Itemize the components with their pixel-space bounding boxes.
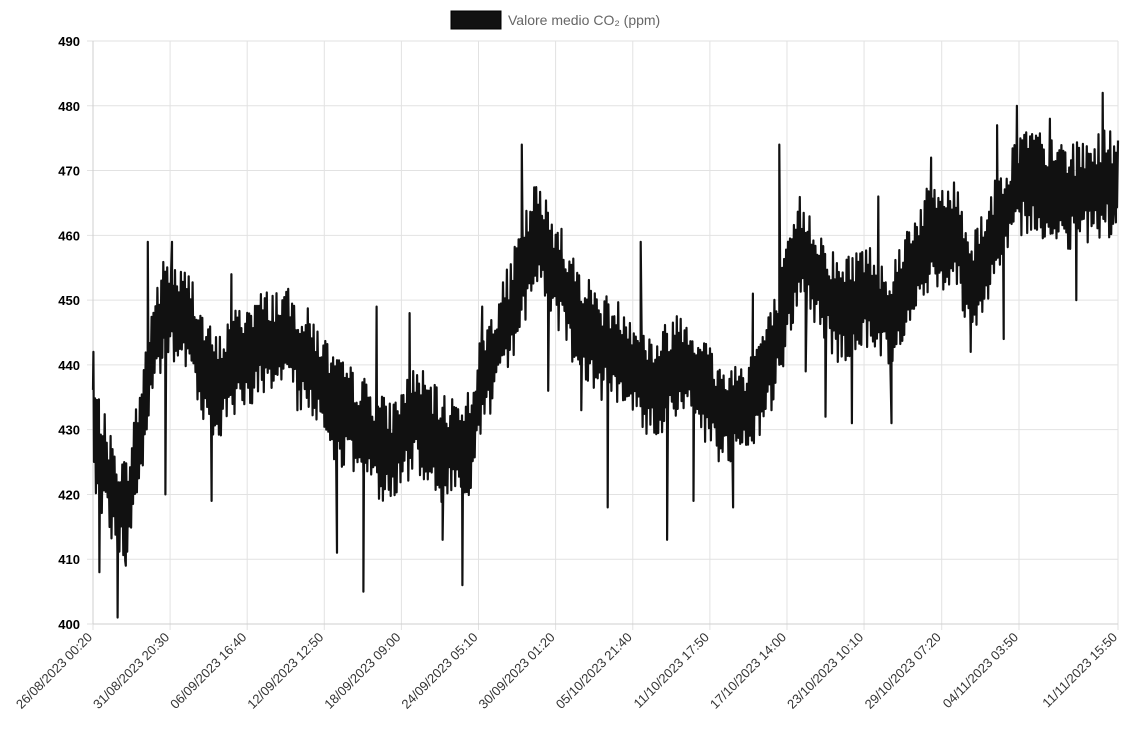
y-axis-ticks: 400 410 420 430 440 450 460 470 480 490 xyxy=(58,34,80,632)
x-tick-label: 12/09/2023 12:50 xyxy=(244,630,326,712)
x-tick-label: 24/09/2023 05:10 xyxy=(398,630,480,712)
x-tick-label: 26/08/2023 00:20 xyxy=(13,630,95,712)
y-tick-label: 440 xyxy=(58,358,80,373)
y-tick-label: 460 xyxy=(58,228,80,243)
axes xyxy=(92,41,1118,625)
y-tick-label: 410 xyxy=(58,552,80,567)
y-tick-label: 490 xyxy=(58,34,80,49)
x-tick-label: 29/10/2023 07:20 xyxy=(862,630,944,712)
x-tick-label: 04/11/2023 03:50 xyxy=(940,630,1021,711)
series-layer xyxy=(91,91,1120,619)
x-tick-label: 05/10/2023 21:40 xyxy=(553,630,635,712)
y-tick-label: 470 xyxy=(58,164,80,179)
legend[interactable]: Valore medio CO₂ (ppm) xyxy=(450,10,660,30)
legend-label: Valore medio CO₂ (ppm) xyxy=(508,12,660,28)
x-tick-label: 30/09/2023 01:20 xyxy=(476,630,558,712)
series-line xyxy=(91,91,1120,619)
x-tick-label: 31/08/2023 20:30 xyxy=(90,630,172,712)
x-tick-label: 11/10/2023 17:50 xyxy=(630,630,711,711)
x-tick-label: 18/09/2023 09:00 xyxy=(321,630,403,712)
y-tick-label: 450 xyxy=(58,293,80,308)
y-tick-label: 480 xyxy=(58,99,80,114)
x-tick-label: 23/10/2023 10:10 xyxy=(784,630,866,712)
x-tick-label: 06/09/2023 16:40 xyxy=(167,630,249,712)
y-tick-label: 420 xyxy=(58,487,80,502)
x-tick-label: 17/10/2023 14:00 xyxy=(707,630,789,712)
y-tick-label: 400 xyxy=(58,617,80,632)
legend-swatch xyxy=(450,10,502,30)
y-tick-label: 430 xyxy=(58,423,80,438)
x-tick-label: 11/11/2023 15:50 xyxy=(1039,630,1120,711)
